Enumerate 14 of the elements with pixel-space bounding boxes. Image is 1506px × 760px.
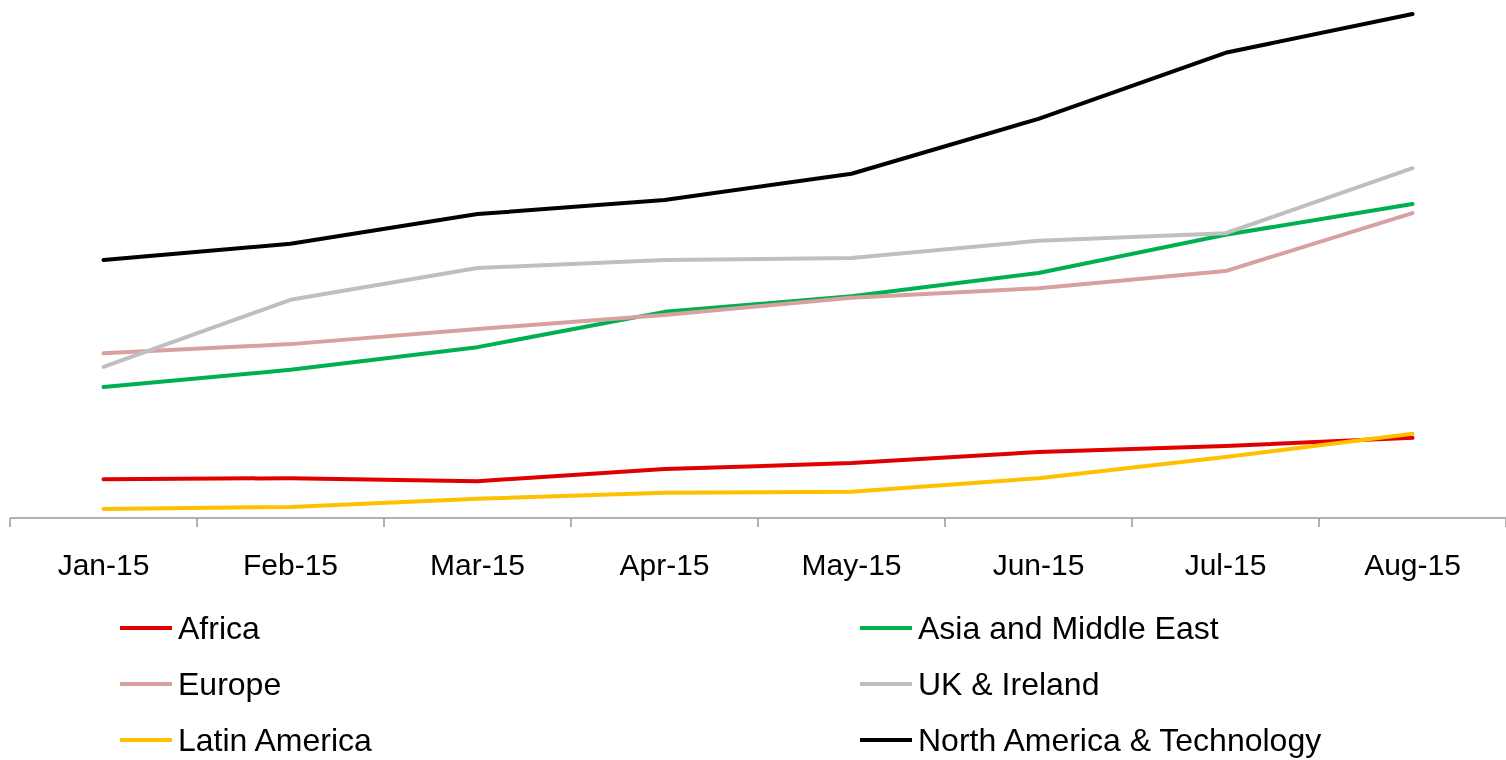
x-tick-label: May-15 bbox=[801, 548, 902, 581]
x-tick-label: Jun-15 bbox=[992, 548, 1085, 581]
x-tick-label: Aug-15 bbox=[1364, 548, 1461, 581]
legend-label: Africa bbox=[178, 610, 260, 646]
x-tick-label: Jan-15 bbox=[57, 548, 150, 581]
x-tick-label: Apr-15 bbox=[619, 548, 710, 581]
x-tick-label: Mar-15 bbox=[429, 548, 526, 581]
legend-label: Latin America bbox=[178, 722, 373, 758]
legend-label: Europe bbox=[178, 666, 282, 702]
legend-label: North America & Technology bbox=[918, 722, 1322, 758]
legend-label: UK & Ireland bbox=[918, 666, 1100, 702]
x-tick-label: Jul-15 bbox=[1184, 548, 1267, 581]
legend-label: Asia and Middle East bbox=[918, 610, 1219, 646]
x-tick-label: Feb-15 bbox=[242, 548, 339, 581]
